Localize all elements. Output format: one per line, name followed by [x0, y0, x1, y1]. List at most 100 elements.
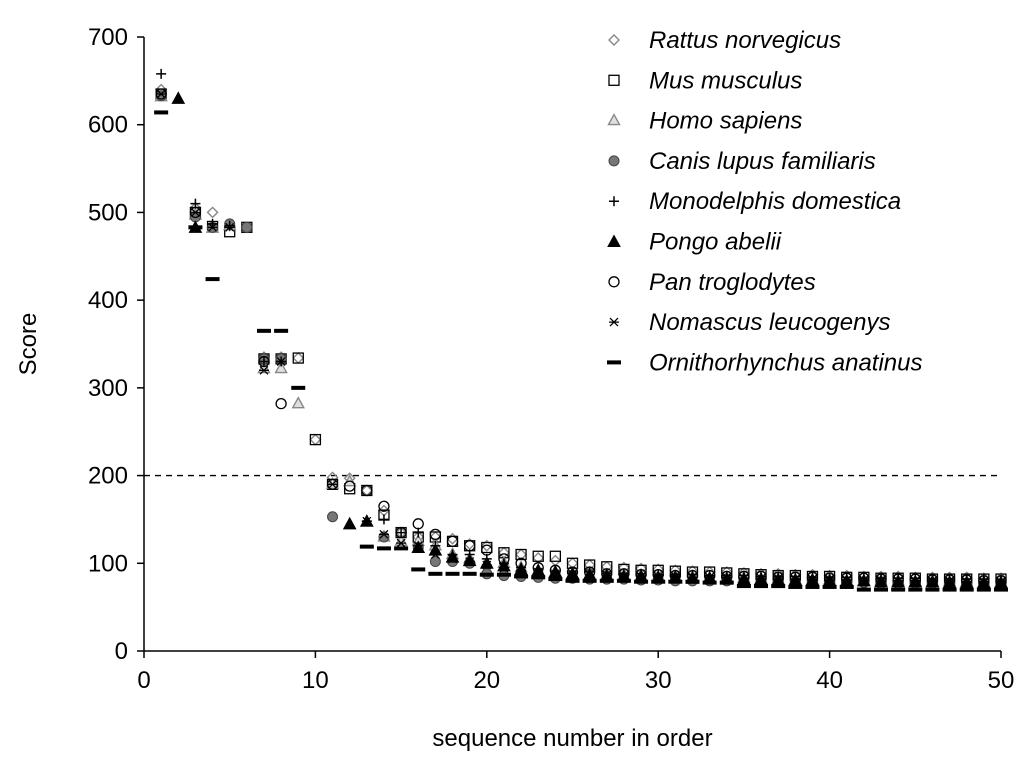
- x-tick-label: 30: [645, 667, 672, 694]
- point-ornithorhynchus-anatinus: [616, 578, 631, 583]
- point-pan-troglodytes: [738, 570, 750, 583]
- point-nomascus-leucogenys: [430, 550, 441, 559]
- point-ornithorhynchus-anatinus: [479, 572, 494, 577]
- point-pan-troglodytes: [772, 571, 784, 583]
- point-pan-troglodytes: [618, 568, 630, 580]
- point-nomascus-leucogenys: [893, 576, 904, 586]
- legend-marker-homo-sapiens: [607, 113, 621, 126]
- point-rattus-norvegicus: [309, 433, 322, 446]
- point-nomascus-leucogenys: [618, 571, 629, 581]
- point-nomascus-leucogenys: [636, 571, 647, 581]
- point-mus-musculus: [309, 433, 322, 446]
- point-monodelphis-domestica: [258, 356, 269, 367]
- point-nomascus-leucogenys: [601, 571, 612, 581]
- point-ornithorhynchus-anatinus: [822, 584, 837, 589]
- point-ornithorhynchus-anatinus: [668, 579, 683, 584]
- point-ornithorhynchus-anatinus: [274, 328, 289, 333]
- point-nomascus-leucogenys: [207, 222, 218, 232]
- point-monodelphis-domestica: [156, 68, 167, 79]
- point-nomascus-leucogenys: [447, 554, 458, 564]
- point-pan-troglodytes: [652, 569, 664, 581]
- point-pan-troglodytes: [583, 566, 596, 578]
- point-pan-troglodytes: [755, 570, 767, 583]
- point-ornithorhynchus-anatinus: [942, 587, 957, 592]
- point-nomascus-leucogenys: [704, 572, 715, 582]
- point-ornithorhynchus-anatinus: [599, 578, 614, 583]
- point-nomascus-leucogenys: [876, 575, 887, 585]
- point-homo-sapiens: [274, 361, 288, 374]
- point-ornithorhynchus-anatinus: [256, 328, 271, 333]
- point-nomascus-leucogenys: [464, 557, 475, 566]
- legend-marker-pan-troglodytes: [608, 276, 620, 288]
- point-pan-troglodytes: [275, 397, 287, 410]
- point-nomascus-leucogenys: [824, 574, 835, 584]
- point-nomascus-leucogenys: [361, 516, 372, 526]
- point-pan-troglodytes: [566, 566, 579, 578]
- point-ornithorhynchus-anatinus: [394, 546, 409, 551]
- point-pan-troglodytes: [361, 484, 373, 497]
- y-tick-label: 300: [88, 375, 128, 402]
- point-mus-musculus: [532, 550, 544, 562]
- point-mus-musculus: [292, 352, 304, 364]
- point-pan-troglodytes: [875, 573, 887, 585]
- point-ornithorhynchus-anatinus: [496, 572, 511, 577]
- legend-label-homo-sapiens: Homo sapiens: [649, 108, 802, 135]
- point-ornithorhynchus-anatinus: [805, 584, 820, 589]
- point-nomascus-leucogenys: [378, 529, 389, 539]
- point-monodelphis-domestica: [396, 527, 407, 538]
- legend-marker-rattus-norvegicus: [608, 34, 620, 46]
- point-pan-troglodytes: [601, 568, 613, 580]
- point-nomascus-leucogenys: [190, 207, 201, 217]
- x-axis-title: sequence number in order: [432, 725, 712, 752]
- point-pan-troglodytes: [344, 480, 356, 492]
- y-tick-label: 700: [88, 24, 128, 51]
- point-nomascus-leucogenys: [327, 479, 338, 489]
- point-pan-troglodytes: [395, 526, 407, 539]
- point-pongo-abelii: [411, 540, 426, 553]
- point-nomascus-leucogenys: [996, 577, 1006, 587]
- point-nomascus-leucogenys: [790, 574, 801, 584]
- point-pan-troglodytes: [909, 573, 921, 585]
- point-pongo-abelii: [462, 553, 477, 567]
- point-pan-troglodytes: [515, 557, 527, 569]
- point-nomascus-leucogenys: [910, 576, 921, 586]
- y-tick-label: 0: [115, 638, 128, 665]
- legend-marker-nomascus-leucogenys: [609, 317, 619, 327]
- point-ornithorhynchus-anatinus: [651, 579, 666, 584]
- point-mus-musculus: [481, 541, 493, 554]
- point-pan-troglodytes: [978, 575, 990, 587]
- point-nomascus-leucogenys: [567, 569, 578, 579]
- legend-marker-canis-lupus-familiaris: [608, 155, 620, 167]
- point-ornithorhynchus-anatinus: [925, 587, 940, 592]
- legend-label-nomascus-leucogenys: Nomascus leucogenys: [649, 309, 890, 336]
- point-ornithorhynchus-anatinus: [959, 587, 974, 592]
- point-homo-sapiens: [291, 396, 305, 409]
- point-rattus-norvegicus: [206, 206, 219, 219]
- y-tick-label: 400: [88, 287, 128, 314]
- point-ornithorhynchus-anatinus: [565, 578, 580, 583]
- x-tick-label: 10: [302, 667, 329, 694]
- point-nomascus-leucogenys: [961, 577, 972, 587]
- point-ornithorhynchus-anatinus: [891, 587, 906, 592]
- x-tick-label: 40: [816, 667, 843, 694]
- point-pongo-abelii: [342, 516, 357, 530]
- point-pan-troglodytes: [806, 571, 819, 583]
- point-ornithorhynchus-anatinus: [582, 578, 597, 583]
- legend-marker-mus-musculus: [608, 74, 620, 86]
- y-tick-label: 100: [88, 550, 128, 577]
- point-nomascus-leucogenys: [156, 89, 167, 99]
- legend-label-ornithorhynchus-anatinus: Ornithorhynchus anatinus: [649, 349, 923, 376]
- point-ornithorhynchus-anatinus: [531, 575, 546, 580]
- point-pan-troglodytes: [961, 574, 973, 586]
- legend-label-rattus-norvegicus: Rattus norvegicus: [649, 27, 841, 54]
- legend-label-pongo-abelii: Pongo abelii: [649, 229, 782, 256]
- point-mus-musculus: [549, 550, 562, 562]
- point-ornithorhynchus-anatinus: [856, 587, 871, 592]
- y-tick-label: 500: [88, 199, 128, 226]
- point-pan-troglodytes: [498, 553, 510, 565]
- legend-marker-monodelphis-domestica: [609, 196, 619, 207]
- point-nomascus-leucogenys: [584, 570, 595, 580]
- point-ornithorhynchus-anatinus: [462, 571, 477, 576]
- point-canis-lupus-familiaris: [241, 221, 253, 233]
- point-nomascus-leucogenys: [841, 575, 852, 585]
